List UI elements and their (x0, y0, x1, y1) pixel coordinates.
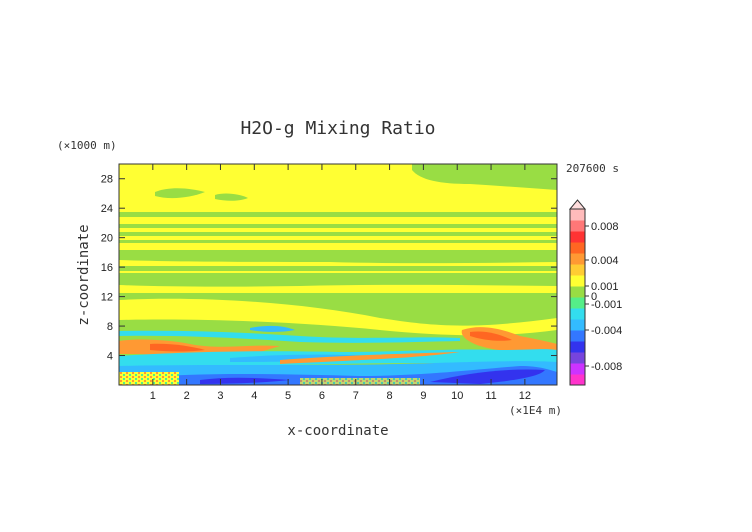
colorbar-swatch (570, 275, 585, 287)
moist-filament (250, 325, 295, 332)
moist-band (119, 212, 557, 217)
colorbar-swatch (570, 352, 585, 364)
colorbar-swatch (570, 374, 585, 386)
y-tick-label: 4 (107, 351, 113, 363)
colorbar-swatch (570, 341, 585, 353)
colorbar-swatch (570, 286, 585, 298)
x-tick-label: 5 (285, 390, 291, 402)
y-tick-label: 28 (101, 174, 113, 186)
y-tick-label: 12 (101, 292, 113, 304)
x-axis-label: x-coordinate (287, 423, 388, 439)
colorbar-tick-label: 0.001 (591, 281, 619, 293)
colorbar-swatch (570, 363, 585, 375)
colorbar-swatch (570, 264, 585, 276)
colorbar-swatch (570, 209, 585, 221)
chart-title: H2O-g Mixing Ratio (240, 118, 435, 139)
surface-speckle (300, 378, 420, 385)
moist-blob-top (412, 164, 557, 190)
dry-tongue-right-core (470, 331, 512, 341)
moist-band (119, 232, 557, 236)
orange-streak (280, 352, 460, 364)
x-tick-label: 6 (319, 390, 325, 402)
x-tick-label: 7 (353, 390, 359, 402)
heatmap-field (119, 164, 557, 385)
y-tick-label: 24 (101, 203, 113, 215)
colorbar-tick-label: 0 (591, 291, 597, 303)
y-unit-label: (×1000 m) (57, 139, 117, 152)
y-tick-label: 20 (101, 233, 113, 245)
dry-intrusion (119, 298, 557, 336)
colorbar-tick-label: -0.008 (591, 361, 622, 373)
x-unit-label: (×1E4 m) (509, 404, 562, 417)
boundary-core (200, 377, 290, 384)
boundary-core (430, 369, 545, 384)
moist-band (119, 266, 557, 287)
moist-band (119, 250, 557, 264)
colorbar-swatch (570, 220, 585, 232)
dry-tongue-left-core (150, 343, 205, 352)
colorbar-tick-label: 0.004 (591, 255, 619, 267)
moist-band (119, 240, 557, 243)
colorbar-swatch (570, 231, 585, 243)
x-tick-label: 11 (485, 390, 496, 402)
x-axis: 1 2 3 4 5 6 7 8 9 10 11 12 (150, 164, 531, 402)
moist-patch (155, 188, 205, 199)
x-tick-label: 10 (451, 390, 463, 402)
colorbar-frame (569, 208, 586, 386)
colorbar-tick-label: 0.008 (591, 221, 619, 233)
y-axis: 4 8 12 16 20 24 28 (101, 174, 557, 363)
colorbar (568, 199, 587, 386)
colorbar-swatch (570, 308, 585, 320)
moist-filament (119, 330, 460, 343)
y-tick-label: 16 (101, 262, 113, 274)
colorbar-swatch (570, 253, 585, 265)
x-tick-label: 4 (251, 390, 257, 402)
y-axis-label: z-coordinate (76, 224, 92, 325)
surface-speckle (119, 372, 179, 385)
colorbar-swatch (570, 242, 585, 254)
x-tick-label: 2 (184, 390, 190, 402)
x-tick-label: 3 (217, 390, 223, 402)
x-tick-label: 1 (150, 390, 156, 402)
colorbar-overflow-arrow (568, 199, 587, 210)
colorbar-swatch (570, 330, 585, 342)
moist-patch (215, 193, 248, 201)
y-tick-label: 8 (107, 321, 113, 333)
colorbar-swatch (570, 297, 585, 309)
colorbar-tick-label: -0.001 (591, 299, 622, 311)
x-tick-label: 8 (387, 390, 393, 402)
colorbar-tick-label: -0.004 (591, 325, 622, 337)
time-label: 207600 s (566, 162, 619, 175)
plot-frame (118, 163, 558, 386)
x-tick-label: 9 (420, 390, 426, 402)
x-tick-label: 12 (519, 390, 531, 402)
moist-band (119, 224, 557, 228)
colorbar-swatch (570, 319, 585, 331)
dry-band (119, 271, 557, 273)
